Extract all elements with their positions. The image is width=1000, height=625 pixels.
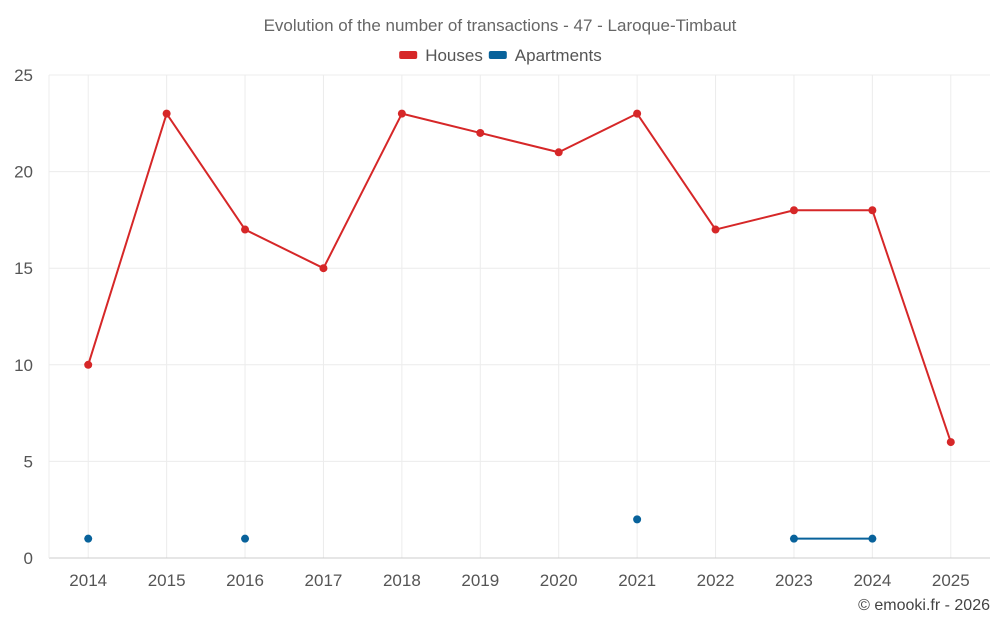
houses-line-segment [636,112,717,231]
x-tick-label: 2023 [775,571,813,590]
x-tick-label: 2019 [461,571,499,590]
y-tick-label: 5 [24,452,33,471]
apartments-point [84,534,93,543]
credit-text: © emooki.fr - 2026 [858,597,990,614]
houses-point [554,148,563,157]
houses-line-segment [557,112,639,154]
legend-label-houses: Houses [425,46,483,65]
houses-point [789,206,798,215]
x-tick-label: 2024 [853,571,891,590]
legend: Houses Apartments [399,46,602,65]
x-tick-label: 2015 [148,571,186,590]
legend-swatch-apartments [488,51,507,59]
houses-point [241,225,250,234]
series-layer [84,109,955,543]
x-tick-label: 2022 [697,571,735,590]
apartments-series [84,515,877,543]
houses-line-segment [87,112,168,366]
y-tick-label: 0 [24,549,33,568]
houses-point [711,225,720,234]
houses-point [162,109,171,118]
y-tick-label: 20 [14,163,33,182]
houses-line-segment [244,228,325,270]
x-tick-label: 2016 [226,571,264,590]
x-tick-label: 2017 [305,571,343,590]
houses-point [476,128,485,137]
houses-line-segment [871,209,952,444]
houses-point [633,109,642,118]
x-tick-label: 2018 [383,571,421,590]
houses-point [868,206,877,215]
houses-point [319,264,328,273]
houses-line-segment [400,112,482,134]
legend-label-apartments: Apartments [515,46,602,65]
x-tick-label: 2021 [618,571,656,590]
y-tick-label: 10 [14,356,33,375]
houses-line-segment [714,209,795,231]
x-tick-label: 2020 [540,571,578,590]
houses-point [397,109,406,118]
y-tick-label: 25 [14,66,33,85]
legend-swatch-houses [399,51,418,59]
houses-line-segment [322,112,403,270]
y-tick-label: 15 [14,259,33,278]
houses-point [84,360,93,369]
x-tick-label: 2014 [69,571,107,590]
apartments-point [868,534,877,543]
houses-point [946,438,955,447]
houses-line-segment [165,112,247,231]
apartments-point [633,515,642,524]
chart-title: Evolution of the number of transactions … [264,16,737,35]
apartments-point [241,534,250,543]
x-tick-label: 2025 [932,571,970,590]
houses-line-segment [479,131,560,154]
houses-series [84,109,955,447]
apartments-point [789,534,798,543]
